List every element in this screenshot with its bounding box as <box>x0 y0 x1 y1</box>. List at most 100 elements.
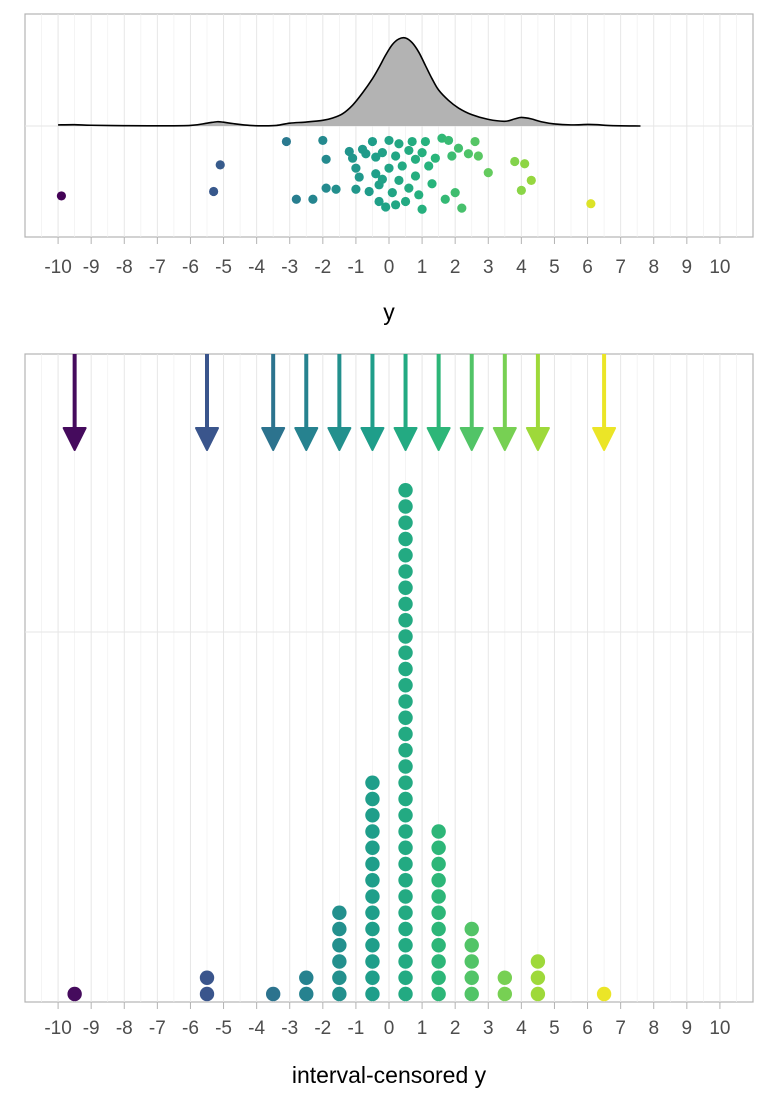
dot <box>431 921 446 937</box>
dot <box>398 840 413 855</box>
data-point <box>417 204 427 214</box>
data-point <box>457 203 467 213</box>
dot <box>431 954 446 969</box>
x-tick-label: -7 <box>149 1018 166 1039</box>
dot <box>398 694 413 709</box>
dot <box>398 970 413 985</box>
dot <box>199 986 215 1002</box>
data-point <box>516 185 526 195</box>
x-tick-label: 1 <box>417 1018 428 1039</box>
data-point <box>348 153 358 163</box>
dot <box>398 531 413 547</box>
data-point <box>586 199 596 209</box>
dot <box>398 824 413 839</box>
dot <box>332 938 347 953</box>
x-tick-label: -10 <box>44 1018 71 1039</box>
dot <box>398 938 413 953</box>
data-point <box>410 154 421 164</box>
x-tick-label: 5 <box>549 1018 560 1039</box>
dot <box>431 938 446 953</box>
dot <box>398 775 413 790</box>
dot <box>332 970 347 985</box>
data-point <box>215 160 225 170</box>
x-tick-label: 10 <box>709 257 730 278</box>
data-point <box>394 175 404 185</box>
x-tick-label: 10 <box>709 1018 730 1039</box>
dot <box>398 548 413 563</box>
x-tick-label: -5 <box>215 1018 232 1039</box>
density-curve <box>58 36 641 127</box>
x-tick-label: 1 <box>417 257 428 278</box>
dot <box>530 986 546 1002</box>
dot <box>464 921 479 937</box>
dotplot-x-axis-title: interval-censored y <box>292 1062 487 1088</box>
dot <box>398 873 413 888</box>
dot <box>398 596 413 612</box>
data-point <box>410 171 421 181</box>
x-tick-label: 8 <box>648 1018 659 1039</box>
x-tick-label: -8 <box>116 257 133 278</box>
x-tick-label: -10 <box>44 257 71 278</box>
dot <box>431 824 446 839</box>
density-x-ticks: -10 -9 -8 -7 -6 -5 -4 -3 -2 -1 0 1 2 3 4 5 6 7 8 9 10 <box>44 237 730 278</box>
data-point <box>387 188 397 198</box>
dot <box>365 889 380 904</box>
dot <box>398 921 413 937</box>
data-point <box>374 196 384 207</box>
data-point <box>318 135 328 146</box>
data-point <box>391 151 401 161</box>
x-tick-label: 4 <box>516 1018 527 1039</box>
dot <box>365 840 380 855</box>
arrow-head <box>261 427 286 451</box>
dot <box>398 743 413 758</box>
arrow-head <box>592 427 617 451</box>
data-point <box>381 202 391 212</box>
data-point <box>331 184 341 194</box>
dot <box>530 954 546 969</box>
dotplot-x-ticks: -10 -9 -8 -7 -6 -5 -4 -3 -2 -1 0 1 2 3 4 5 6 7 8 9 10 <box>44 1002 730 1039</box>
dot <box>398 629 413 644</box>
x-tick-label: -1 <box>347 1018 364 1039</box>
dot <box>398 710 413 725</box>
x-tick-label: 6 <box>582 1018 593 1039</box>
dot <box>464 970 479 985</box>
dot <box>398 726 413 742</box>
data-point <box>351 163 361 173</box>
dotplot-panel: -10 -9 -8 -7 -6 -5 -4 -3 -2 -1 0 1 2 3 4 5 6 7 8 9 10 interv… <box>24 353 754 1088</box>
data-point <box>450 188 460 198</box>
dot <box>365 873 380 888</box>
dot <box>265 986 281 1002</box>
data-point <box>371 169 381 179</box>
density-panel: -10 -9 -8 -7 -6 -5 -4 -3 -2 -1 0 1 2 3 4 5 6 7 8 9 10 y <box>24 13 754 325</box>
x-tick-label: -1 <box>347 257 364 278</box>
jittered-points <box>56 133 596 214</box>
dot <box>365 954 380 969</box>
dot <box>431 889 446 904</box>
dot <box>497 986 513 1002</box>
data-point <box>526 175 536 185</box>
dot <box>199 970 215 985</box>
dot <box>398 515 413 530</box>
density-area <box>58 37 641 126</box>
dot <box>365 775 380 790</box>
x-tick-label: -8 <box>116 1018 133 1039</box>
data-point <box>321 183 331 193</box>
data-point <box>470 136 480 147</box>
data-point <box>397 161 407 171</box>
dot <box>332 905 347 920</box>
x-tick-label: -3 <box>281 257 298 278</box>
data-point <box>308 194 318 204</box>
dot <box>398 661 413 677</box>
dot <box>365 808 380 823</box>
dot <box>431 905 446 920</box>
dot <box>365 970 380 985</box>
dot <box>365 824 380 839</box>
data-point <box>447 151 457 161</box>
dot <box>431 873 446 888</box>
dot <box>398 856 413 872</box>
dot <box>464 986 479 1002</box>
dot <box>464 938 479 953</box>
data-point <box>417 148 427 158</box>
data-point <box>377 174 387 184</box>
